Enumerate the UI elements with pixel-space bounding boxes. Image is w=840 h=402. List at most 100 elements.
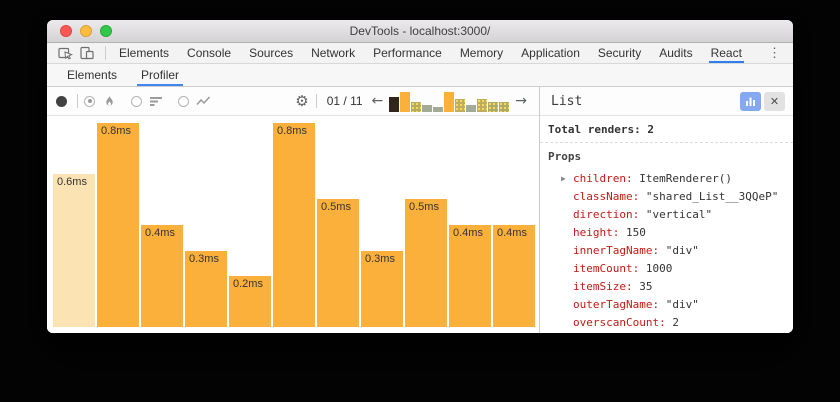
- react-subtabbar: Elements Profiler: [47, 64, 793, 87]
- next-commit-arrow[interactable]: →: [515, 93, 527, 109]
- prop-row-itemSize[interactable]: itemSize: 35: [548, 278, 785, 296]
- commit-bar-label: 0.4ms: [453, 227, 483, 239]
- minichart-commit-bar[interactable]: [433, 106, 444, 112]
- prop-value[interactable]: ItemRenderer(): [639, 172, 732, 185]
- commit-bar[interactable]: 0.3ms: [185, 251, 227, 327]
- interactions-radio[interactable]: [178, 95, 189, 107]
- prop-value[interactable]: 2: [672, 316, 679, 329]
- prop-row-children[interactable]: ▶ children: ItemRenderer(): [548, 170, 785, 188]
- minichart-commit-bar[interactable]: [488, 101, 499, 112]
- prop-row-height[interactable]: height: 150: [548, 224, 785, 242]
- prop-key: itemCount:: [573, 262, 646, 275]
- inspect-icon[interactable]: [55, 45, 75, 62]
- commit-position: 01 / 11: [326, 94, 363, 108]
- minichart-commit-bar[interactable]: [422, 104, 433, 112]
- tab-security[interactable]: Security: [597, 46, 642, 60]
- traffic-lights: [60, 20, 112, 42]
- tab-elements[interactable]: Elements: [119, 46, 170, 60]
- prop-value[interactable]: 150: [625, 226, 646, 239]
- flamegraph-radio[interactable]: [84, 95, 95, 107]
- prop-key: direction:: [573, 208, 646, 221]
- devtools-window: DevTools - localhost:3000/ Elements Conso…: [47, 20, 793, 333]
- commit-bar[interactable]: 0.6ms: [53, 174, 95, 327]
- minichart-commit-bar[interactable]: [466, 104, 477, 112]
- titlebar: DevTools - localhost:3000/: [47, 20, 793, 43]
- close-panel-icon[interactable]: ✕: [764, 91, 785, 111]
- commit-bar[interactable]: 0.2ms: [229, 276, 271, 327]
- minichart-commit-bar[interactable]: [411, 101, 422, 112]
- prev-commit-arrow[interactable]: ←: [371, 93, 384, 109]
- component-panel-header: List ✕: [540, 87, 793, 116]
- prop-row-overscanCount[interactable]: overscanCount: 2: [548, 314, 785, 332]
- commit-bar-label: 0.3ms: [189, 253, 219, 265]
- tab-audits[interactable]: Audits: [659, 46, 693, 60]
- bar-chart-icon[interactable]: [740, 91, 761, 111]
- prop-key: children:: [573, 172, 640, 185]
- commit-bar-label: 0.5ms: [321, 201, 351, 213]
- prop-row-className[interactable]: className: "shared_List__3QQeP": [548, 188, 785, 206]
- prop-value[interactable]: 1000: [645, 262, 673, 275]
- tab-memory[interactable]: Memory: [459, 46, 504, 60]
- profiler-pane: ⚙ 01 / 11 ← → 0.6ms 0.8ms 0.4ms 0.3ms 0.2ms 0…: [47, 87, 540, 333]
- minichart-commit-bar[interactable]: [389, 96, 400, 112]
- close-window-button[interactable]: [60, 25, 72, 37]
- tab-network[interactable]: Network: [311, 46, 356, 60]
- flame-icon[interactable]: [99, 93, 119, 110]
- subtab-profiler[interactable]: Profiler: [129, 64, 191, 86]
- prop-row-direction[interactable]: direction: "vertical": [548, 206, 785, 224]
- gear-icon[interactable]: ⚙: [295, 91, 309, 110]
- prop-key: itemSize:: [573, 280, 640, 293]
- minichart-commit-bar[interactable]: [444, 91, 455, 112]
- commit-bar-label: 0.4ms: [145, 227, 175, 239]
- overflow-menu-icon[interactable]: ⋮: [768, 45, 781, 60]
- prop-value[interactable]: "shared_List__3QQeP": [645, 190, 779, 203]
- minichart-commit-bar[interactable]: [499, 101, 510, 112]
- commit-bar[interactable]: 0.5ms: [405, 199, 447, 327]
- commit-bar[interactable]: 0.8ms: [97, 123, 139, 327]
- prop-row-useIsScrolling[interactable]: useIsScrolling: false: [548, 332, 785, 333]
- commit-bar-label: 0.3ms: [365, 253, 395, 265]
- commit-bar[interactable]: 0.3ms: [361, 251, 403, 327]
- prop-value[interactable]: "vertical": [645, 208, 713, 221]
- ranked-radio[interactable]: [131, 95, 142, 107]
- tab-performance[interactable]: Performance: [373, 46, 442, 60]
- ranked-bars-icon[interactable]: [146, 93, 166, 110]
- subtab-elements[interactable]: Elements: [67, 68, 118, 82]
- window-title: DevTools - localhost:3000/: [349, 24, 491, 38]
- commit-bar[interactable]: 0.4ms: [449, 225, 491, 327]
- divider: [77, 94, 78, 108]
- tab-sources[interactable]: Sources: [249, 46, 294, 60]
- component-panel: List ✕ Total renders: 2 Props ▶ children:…: [540, 87, 793, 333]
- record-button[interactable]: [56, 95, 67, 107]
- prop-value[interactable]: 35: [639, 280, 653, 293]
- commit-bar[interactable]: 0.4ms: [141, 225, 183, 327]
- total-renders-value: 2: [647, 123, 654, 136]
- tab-application[interactable]: Application: [521, 46, 580, 60]
- prop-row-outerTagName[interactable]: outerTagName: "div": [548, 296, 785, 314]
- commit-bar-label: 0.4ms: [497, 227, 527, 239]
- prop-key: className:: [573, 190, 646, 203]
- commit-bar-label: 0.8ms: [101, 125, 131, 137]
- commit-minichart: [389, 91, 510, 112]
- minichart-commit-bar[interactable]: [400, 91, 411, 112]
- commit-bar[interactable]: 0.4ms: [493, 225, 535, 327]
- tab-react[interactable]: React: [702, 43, 751, 63]
- prop-row-innerTagName[interactable]: innerTagName: "div": [548, 242, 785, 260]
- device-toolbar-icon[interactable]: [77, 45, 97, 62]
- interactions-icon[interactable]: [193, 93, 213, 110]
- minimize-window-button[interactable]: [80, 25, 92, 37]
- expand-arrow-icon[interactable]: ▶: [561, 174, 566, 183]
- zoom-window-button[interactable]: [100, 25, 112, 37]
- prop-value[interactable]: "div": [665, 298, 699, 311]
- component-details: Total renders: 2 Props ▶ children: ItemRe…: [540, 116, 793, 333]
- prop-row-itemCount[interactable]: itemCount: 1000: [548, 260, 785, 278]
- tab-console[interactable]: Console: [187, 46, 232, 60]
- minichart-commit-bar[interactable]: [477, 98, 488, 112]
- total-renders-label: Total renders:: [548, 123, 641, 136]
- commit-bar[interactable]: 0.5ms: [317, 199, 359, 327]
- minichart-commit-bar[interactable]: [455, 98, 466, 112]
- prop-value[interactable]: "div": [665, 244, 699, 257]
- commit-bar[interactable]: 0.8ms: [273, 123, 315, 327]
- commit-bar-label: 0.6ms: [57, 176, 87, 188]
- props-heading: Props: [548, 150, 582, 163]
